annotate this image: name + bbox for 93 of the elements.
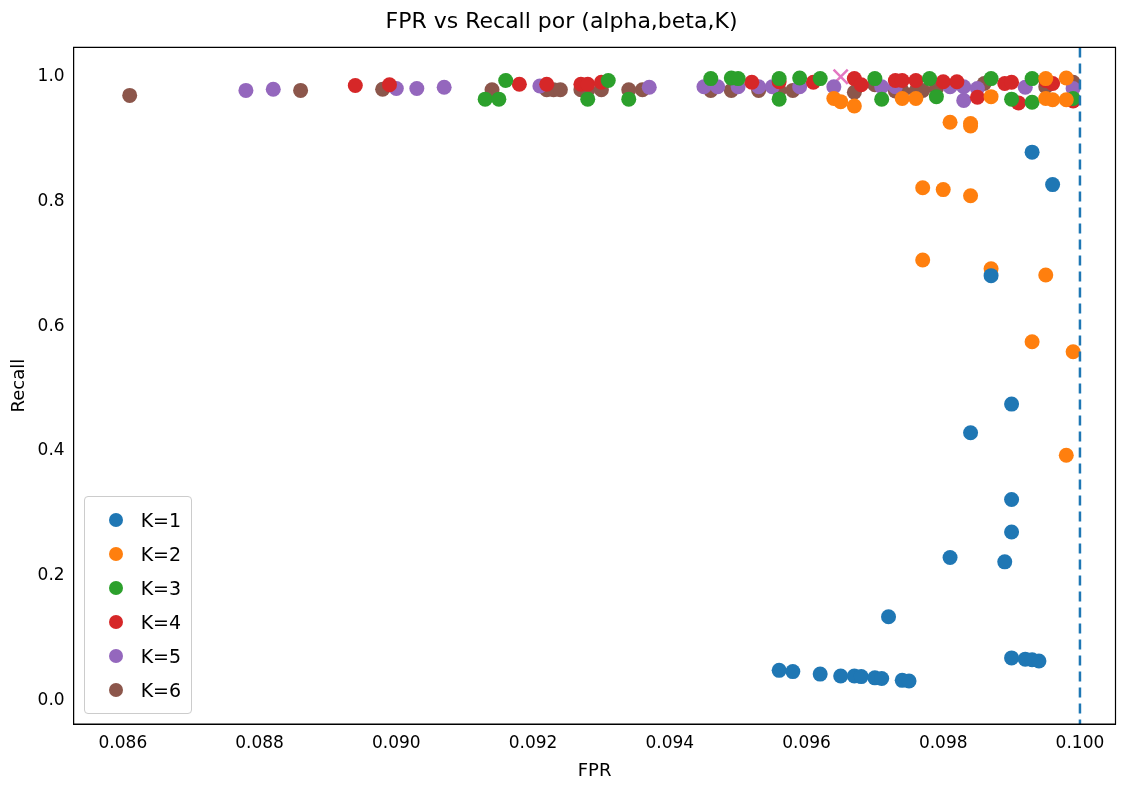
y-tick-label: 0.8	[37, 189, 65, 210]
point	[997, 554, 1013, 570]
legend-label: K=1	[140, 509, 182, 531]
point	[511, 76, 527, 92]
point	[792, 70, 808, 86]
point	[949, 74, 965, 90]
x-tick-label: 0.098	[918, 731, 968, 752]
point	[833, 94, 849, 110]
point	[963, 188, 979, 204]
point	[956, 92, 972, 108]
point	[1024, 334, 1040, 350]
point	[874, 91, 890, 107]
point	[983, 71, 999, 87]
point	[1058, 70, 1074, 86]
point	[436, 79, 452, 95]
point	[915, 252, 931, 268]
point	[1024, 71, 1040, 87]
point	[928, 89, 944, 105]
point	[853, 77, 869, 93]
point	[1045, 92, 1061, 108]
point	[915, 180, 931, 196]
point	[812, 71, 828, 87]
point	[122, 87, 138, 103]
point	[908, 91, 924, 107]
point	[935, 182, 951, 198]
point	[908, 72, 924, 88]
point	[963, 425, 979, 441]
point	[580, 91, 596, 107]
point	[477, 91, 493, 107]
point	[1058, 92, 1074, 108]
point	[942, 114, 958, 130]
point	[1004, 650, 1020, 666]
legend-label: K=6	[140, 679, 182, 701]
point	[1065, 344, 1081, 360]
point	[832, 68, 849, 86]
y-tick-label: 0.6	[37, 314, 65, 335]
point	[1024, 144, 1040, 160]
chart-title: FPR vs Recall por (alpha,beta,K)	[385, 7, 738, 33]
point	[539, 76, 555, 92]
x-tick-label: 0.100	[1055, 731, 1105, 752]
point	[867, 71, 883, 87]
point	[238, 82, 254, 98]
point	[1045, 177, 1061, 193]
point	[771, 662, 787, 678]
y-tick-label: 0.0	[37, 688, 65, 709]
point	[922, 71, 938, 87]
y-tick-label: 1.0	[37, 65, 65, 86]
point	[1004, 74, 1020, 90]
point	[409, 81, 425, 97]
point	[833, 668, 849, 684]
y-axis-title: Recall	[7, 358, 29, 413]
point	[1058, 447, 1074, 463]
legend-label: K=5	[140, 645, 182, 667]
point	[491, 91, 507, 107]
point	[935, 74, 951, 90]
x-tick-label: 0.096	[782, 731, 831, 752]
y-tick-label: 0.4	[37, 439, 65, 460]
y-tick-label: 0.2	[37, 564, 65, 585]
point	[641, 79, 657, 95]
point	[846, 98, 862, 114]
x-tick-label: 0.094	[645, 731, 695, 752]
point	[983, 268, 999, 284]
point	[894, 91, 910, 107]
point	[265, 81, 281, 97]
point	[881, 609, 897, 625]
legend-label: K=3	[140, 577, 182, 599]
point	[942, 550, 958, 565]
point	[983, 89, 999, 105]
x-tick-label: 0.088	[235, 731, 284, 752]
point	[1004, 396, 1020, 412]
point	[347, 77, 363, 93]
point	[771, 91, 787, 107]
point	[293, 82, 309, 98]
x-tick-label: 0.090	[371, 731, 421, 752]
point	[703, 71, 719, 87]
legend-label: K=2	[140, 543, 182, 565]
point	[1038, 267, 1054, 283]
point	[600, 72, 616, 88]
point	[498, 72, 514, 88]
point	[785, 664, 801, 680]
point	[1004, 524, 1020, 540]
point	[1004, 492, 1020, 508]
point	[381, 77, 397, 93]
point	[969, 89, 985, 105]
x-axis-title: FPR	[577, 758, 612, 780]
point	[1004, 91, 1020, 107]
legend-label: K=4	[140, 611, 182, 633]
x-tick-label: 0.092	[508, 731, 558, 752]
point	[744, 74, 760, 90]
point	[621, 91, 637, 107]
point	[1024, 94, 1040, 110]
x-tick-label: 0.086	[98, 731, 148, 752]
point	[812, 666, 828, 682]
